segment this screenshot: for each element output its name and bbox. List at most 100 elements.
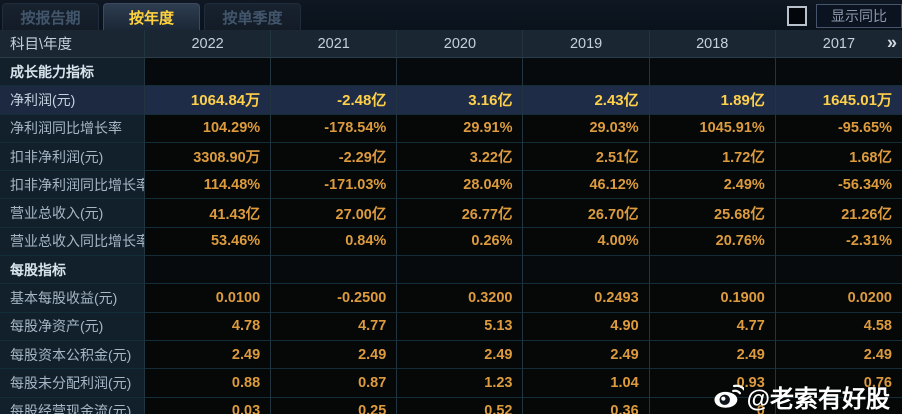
header-subject-year: 科目\年度 (0, 30, 145, 58)
cell-value (649, 58, 776, 87)
cell-value: 2.43亿 (523, 86, 650, 115)
cell-value: 0.0100 (145, 284, 272, 313)
cell-value: -2.48亿 (271, 86, 398, 115)
header-year-2019: 2019 (523, 30, 650, 58)
cell-value (271, 58, 398, 87)
tab-by-quarter[interactable]: 按单季度 (204, 3, 301, 30)
cell-value: -171.03% (271, 171, 398, 200)
cell-value: 3.22亿 (397, 142, 524, 172)
cell-value: 0.88 (145, 369, 272, 398)
header-year-label: 2017 (822, 35, 856, 52)
header-year-2018: 2018 (649, 30, 776, 58)
section-row: 每股指标 (0, 256, 902, 285)
row-label: 扣非净利润(元) (0, 142, 145, 172)
cell-value: 2.49 (523, 340, 650, 370)
cell-value: 0.52 (397, 397, 524, 414)
cell-value: 1645.01万 (775, 86, 902, 115)
cell-value: 1.89亿 (649, 86, 776, 115)
header-year-2020: 2020 (397, 30, 524, 58)
tab-by-year[interactable]: 按年度 (103, 3, 200, 30)
period-tabbar: 按报告期 按年度 按单季度 显示同比 (0, 0, 902, 30)
cell-value: 4.77 (649, 312, 776, 341)
table-row: 每股资本公积金(元) 2.49 2.49 2.49 2.49 2.49 2.49 (0, 340, 902, 370)
cell-value: -2.31% (775, 227, 902, 257)
cell-value: -178.54% (271, 114, 398, 143)
cell-value: 0.36 (523, 397, 650, 414)
cell-value: 2.49 (397, 340, 524, 370)
cell-value: 0.87 (271, 369, 398, 398)
cell-value (271, 256, 398, 285)
row-label: 营业总收入(元) (0, 199, 145, 228)
cell-value: -56.34% (775, 171, 902, 200)
cell-value: 29.03% (523, 114, 650, 143)
table-row: 净利润同比增长率 104.29% -178.54% 29.91% 29.03% 1045.… (0, 114, 902, 143)
cell-value: 0.76 (775, 369, 902, 398)
row-label: 净利润(元) (0, 86, 145, 115)
row-label: 营业总收入同比增长率 (0, 227, 145, 257)
table-row: 每股未分配利润(元) 0.88 0.87 1.23 1.04 0.93 0.76 (0, 369, 902, 398)
table-row: 每股净资产(元) 4.78 4.77 5.13 4.90 4.77 4.58 (0, 312, 902, 341)
table-row: 扣非净利润同比增长率 114.48% -171.03% 28.04% 46.12% 2.4… (0, 171, 902, 200)
cell-value (775, 58, 902, 87)
cell-value: 41.43亿 (145, 199, 272, 228)
cell-value: 4.00% (523, 227, 650, 257)
cell-value (145, 256, 272, 285)
header-year-2017: 2017 » (775, 30, 902, 58)
cell-value: 0 (649, 397, 776, 414)
cell-value: 4.90 (523, 312, 650, 341)
cell-value: 1.04 (523, 369, 650, 398)
cell-value: 0.26% (397, 227, 524, 257)
show-yoy-checkbox[interactable] (787, 6, 807, 26)
cell-value: 0.93 (649, 369, 776, 398)
table-row: 基本每股收益(元) 0.0100 -0.2500 0.3200 0.2493 0.1900… (0, 284, 902, 313)
show-yoy-label[interactable]: 显示同比 (816, 4, 902, 28)
section-row: 成长能力指标 (0, 58, 902, 87)
financial-table: 科目\年度 2022 2021 2020 2019 2018 2017 » 成长… (0, 30, 902, 414)
cell-value: 53.46% (145, 227, 272, 257)
row-label: 每股资本公积金(元) (0, 340, 145, 370)
cell-value: 0.84% (271, 227, 398, 257)
cell-value: 26.77亿 (397, 199, 524, 228)
cell-value: 0.25 (271, 397, 398, 414)
row-label: 每股经营现金流(元) (0, 397, 145, 414)
table-row: 营业总收入同比增长率 53.46% 0.84% 0.26% 4.00% 20.76% -2.… (0, 227, 902, 257)
cell-value (145, 58, 272, 87)
header-year-2022: 2022 (145, 30, 272, 58)
cell-value: 1045.91% (649, 114, 776, 143)
cell-value: 2.49 (145, 340, 272, 370)
cell-value: 46.12% (523, 171, 650, 200)
cell-value: 4.58 (775, 312, 902, 341)
more-years-chevron-icon[interactable]: » (886, 32, 897, 53)
cell-value: 21.26亿 (775, 199, 902, 228)
cell-value (649, 256, 776, 285)
cell-value: 0.2493 (523, 284, 650, 313)
cell-value: -2.29亿 (271, 142, 398, 172)
cell-value: 2.51亿 (523, 142, 650, 172)
row-label: 每股净资产(元) (0, 312, 145, 341)
cell-value: 26.70亿 (523, 199, 650, 228)
cell-value: 20.76% (649, 227, 776, 257)
cell-value: 1.68亿 (775, 142, 902, 172)
cell-value: 25.68亿 (649, 199, 776, 228)
cell-value (397, 256, 524, 285)
cell-value: 28.04% (397, 171, 524, 200)
row-label: 成长能力指标 (0, 58, 145, 87)
cell-value: 4.77 (271, 312, 398, 341)
cell-value (523, 58, 650, 87)
cell-value (523, 256, 650, 285)
tab-by-report-period[interactable]: 按报告期 (2, 3, 99, 30)
cell-value: 0.3200 (397, 284, 524, 313)
cell-value: 1.23 (397, 369, 524, 398)
row-label: 每股未分配利润(元) (0, 369, 145, 398)
cell-value (397, 58, 524, 87)
cell-value: 104.29% (145, 114, 272, 143)
cell-value: 1.72亿 (649, 142, 776, 172)
cell-value (775, 397, 902, 414)
row-label: 扣非净利润同比增长率 (0, 171, 145, 200)
cell-value: 2.49 (649, 340, 776, 370)
cell-value: 27.00亿 (271, 199, 398, 228)
cell-value: 2.49 (271, 340, 398, 370)
cell-value: 3308.90万 (145, 142, 272, 172)
table-row: 净利润(元) 1064.84万 -2.48亿 3.16亿 2.43亿 1.89亿 1645.… (0, 86, 902, 115)
